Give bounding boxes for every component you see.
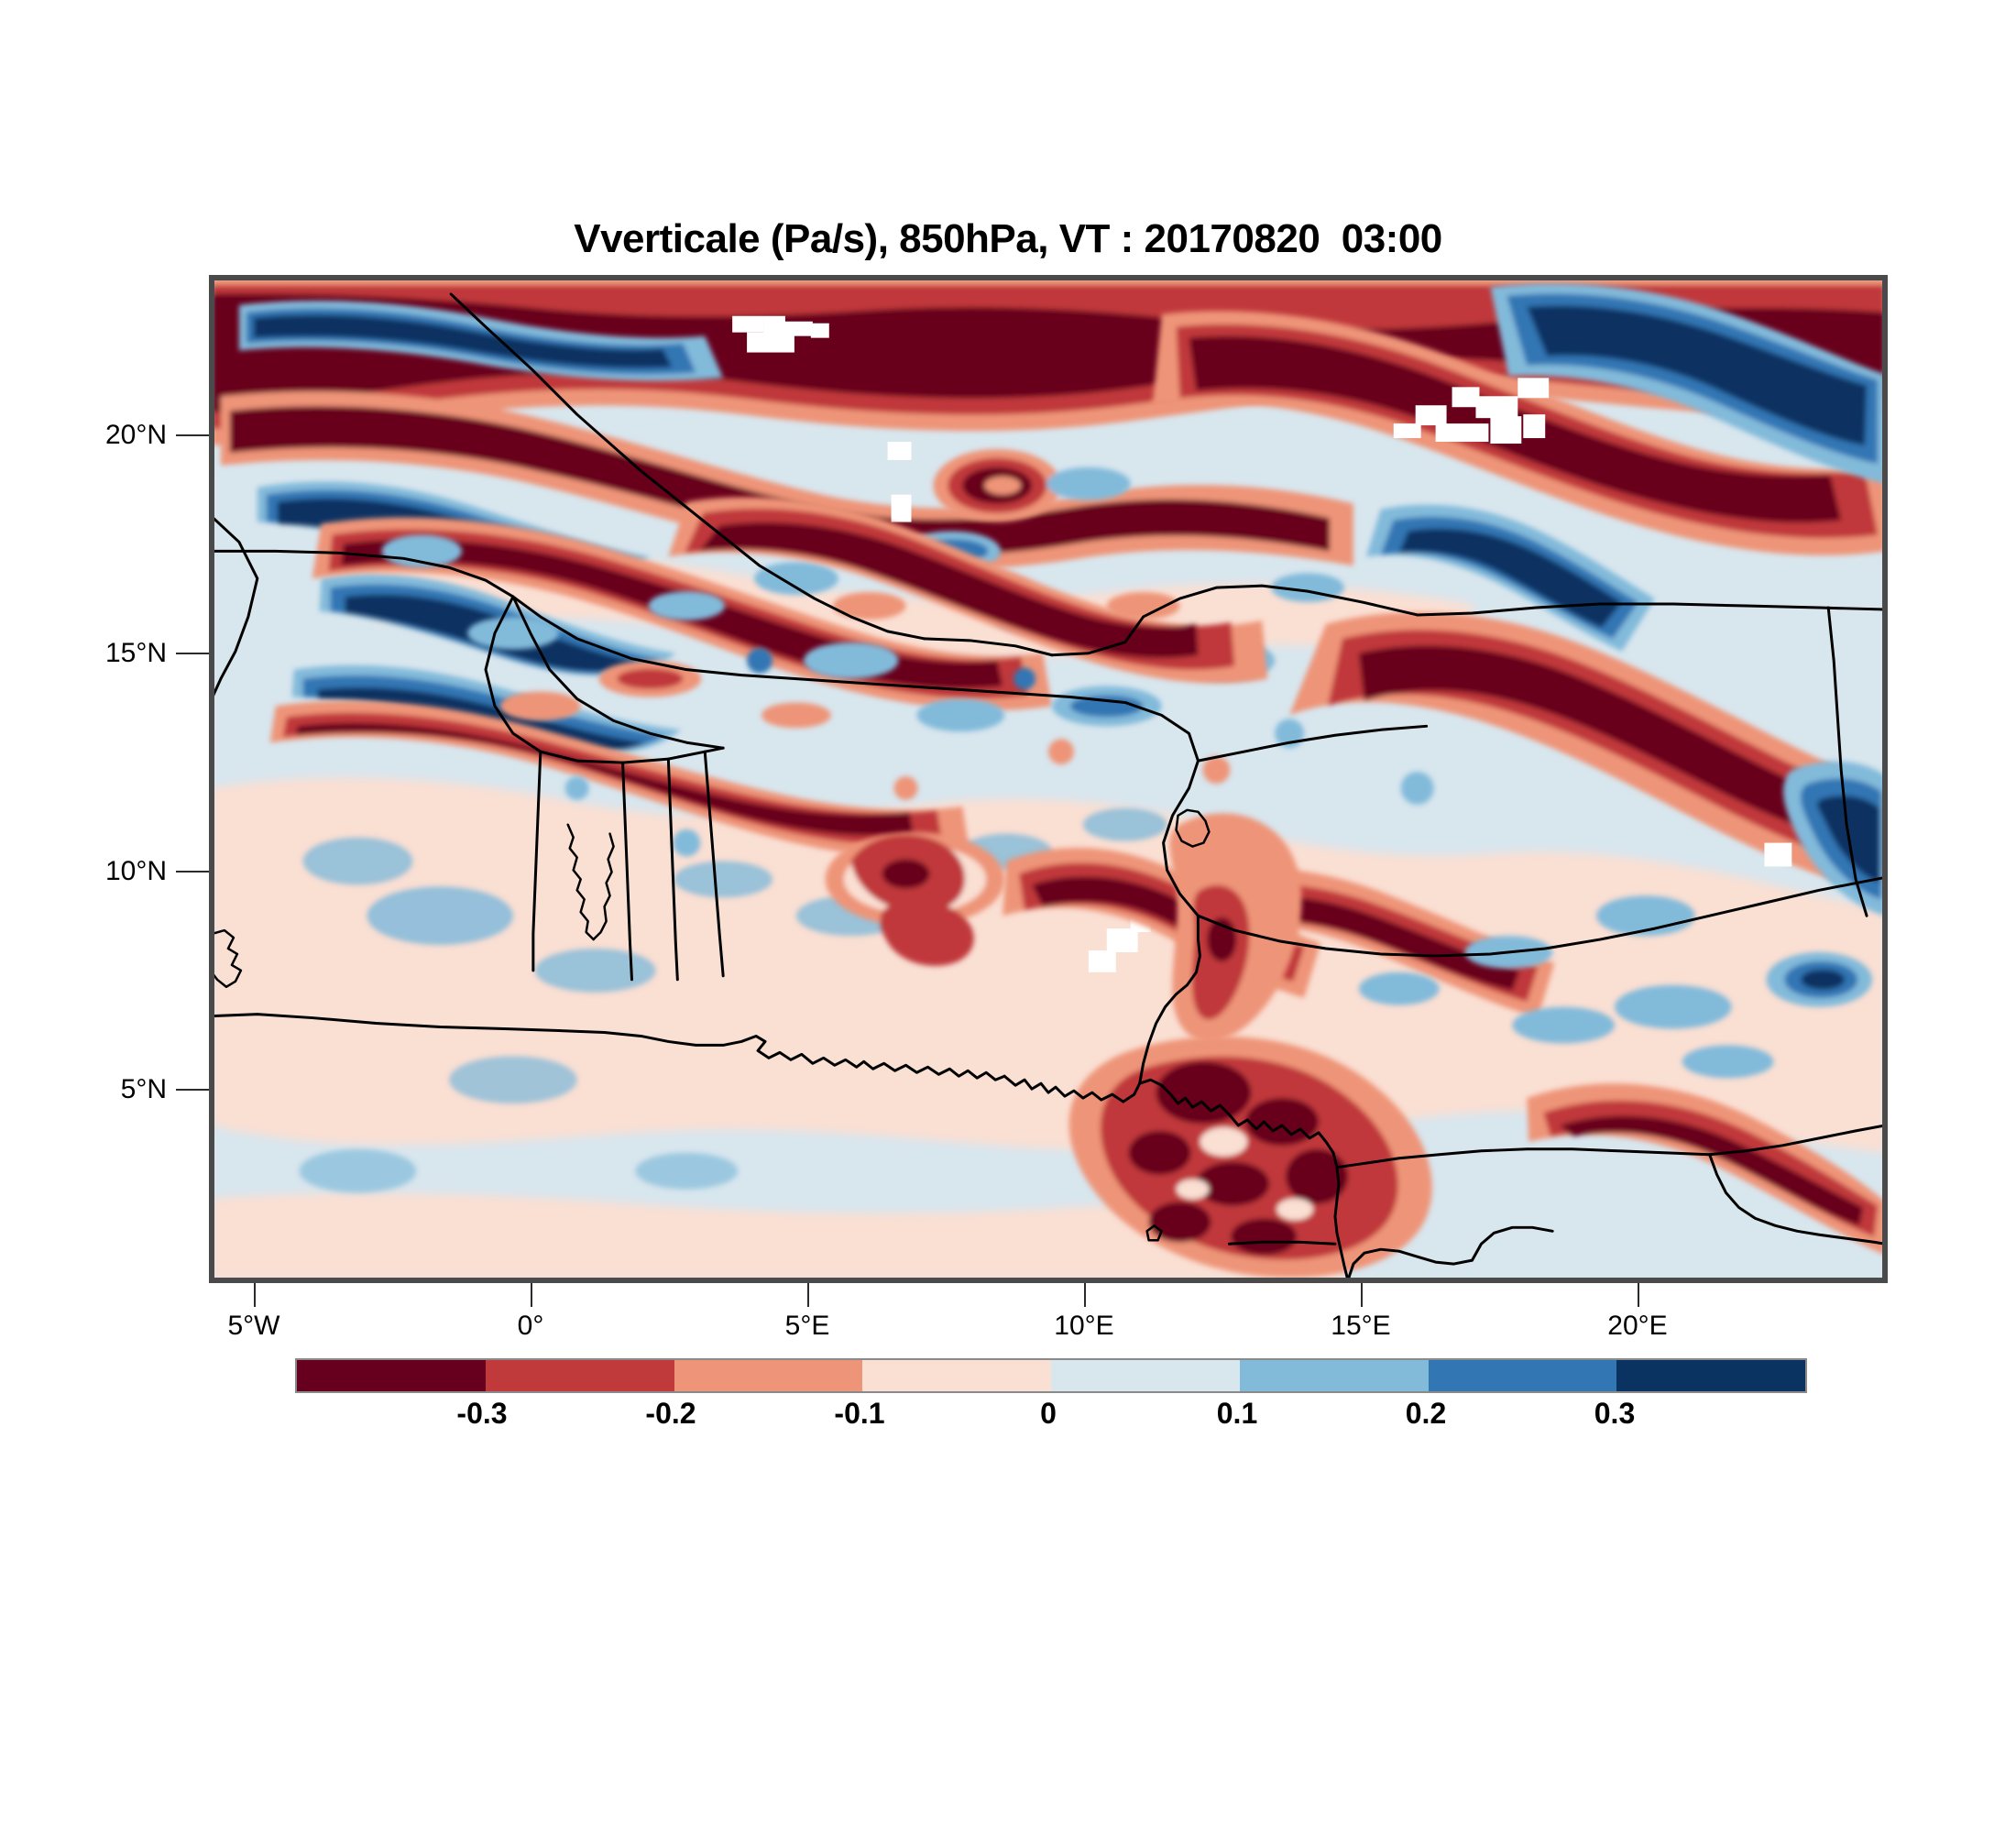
ytick-label-5N: 5°N — [120, 1074, 167, 1104]
colorbar-tick-neg02: -0.2 — [645, 1397, 696, 1430]
xtick-label-15E: 15°E — [1331, 1311, 1391, 1341]
map-plot-area[interactable] — [209, 275, 1888, 1283]
colorbar-tick-neg03: -0.3 — [456, 1397, 508, 1430]
colorbar[interactable] — [295, 1358, 1807, 1393]
colorbar-band-5 — [1239, 1360, 1429, 1391]
xtick-label-5E: 5°E — [784, 1311, 830, 1341]
ytick-mark-15N — [176, 653, 209, 654]
colorbar-tick-pos02: 0.2 — [1405, 1397, 1447, 1430]
xtick-mark-0 — [531, 1283, 532, 1307]
colorbar-band-4 — [1051, 1360, 1240, 1391]
colorbar-tick-pos01: 0.1 — [1216, 1397, 1258, 1430]
colorbar-tick-zero: 0 — [1040, 1397, 1057, 1430]
colorbar-band-2 — [674, 1360, 863, 1391]
map-borders — [212, 292, 1885, 1280]
colorbar-band-3 — [862, 1360, 1051, 1391]
xtick-label-0: 0° — [517, 1311, 544, 1341]
colorbar-band-7 — [1616, 1360, 1805, 1391]
page-title: Vverticale (Pa/s), 850hPa, VT : 20170820… — [574, 216, 1442, 261]
xtick-mark-10E — [1084, 1283, 1086, 1307]
ytick-mark-10N — [176, 871, 209, 873]
colorbar-tick-pos03: 0.3 — [1594, 1397, 1636, 1430]
colorbar-band-0 — [297, 1360, 486, 1391]
colorbar-band-1 — [485, 1360, 674, 1391]
ytick-label-10N: 10°N — [104, 856, 167, 886]
ytick-mark-5N — [176, 1089, 209, 1091]
xtick-mark-20E — [1638, 1283, 1639, 1307]
xtick-mark-5E — [807, 1283, 809, 1307]
xtick-label-5W: 5°W — [227, 1311, 280, 1341]
ytick-mark-20N — [176, 434, 209, 436]
vertical-velocity-field — [212, 278, 1885, 1280]
xtick-label-20E: 20°E — [1607, 1311, 1668, 1341]
colorbar-band-6 — [1428, 1360, 1617, 1391]
colorbar-tick-neg01: -0.1 — [834, 1397, 885, 1430]
xtick-mark-15E — [1361, 1283, 1363, 1307]
xtick-label-10E: 10°E — [1054, 1311, 1114, 1341]
xtick-mark-5W — [254, 1283, 256, 1307]
ytick-label-20N: 20°N — [104, 420, 167, 450]
ytick-label-15N: 15°N — [104, 638, 167, 668]
